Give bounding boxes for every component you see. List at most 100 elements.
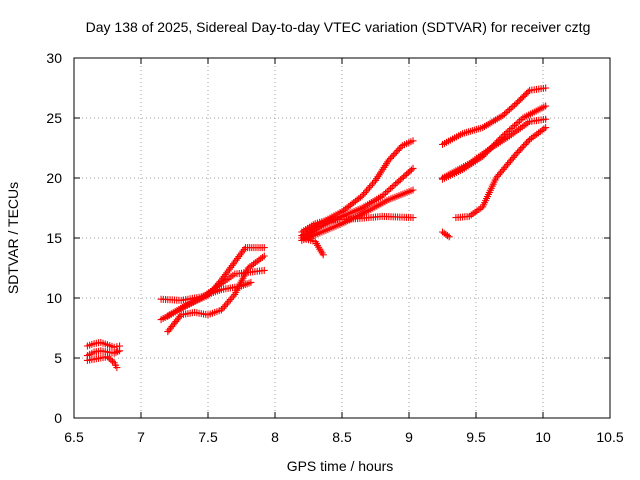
data-marker — [515, 97, 523, 105]
data-marker — [511, 152, 519, 160]
y-tick-label: 25 — [46, 110, 62, 126]
data-marker — [216, 278, 224, 286]
y-tick-label: 15 — [46, 230, 62, 246]
data-marker — [211, 283, 219, 291]
data-marker — [219, 304, 227, 312]
data-marker — [247, 278, 255, 286]
data-marker — [214, 279, 222, 287]
data-marker — [208, 286, 216, 294]
data-marker — [360, 190, 368, 198]
series-c6 — [164, 244, 268, 320]
data-marker — [497, 134, 505, 142]
data-marker — [369, 180, 377, 188]
series-c11 — [298, 212, 417, 236]
data-marker — [105, 354, 113, 362]
data-marker — [479, 152, 487, 160]
data-marker — [520, 92, 528, 100]
data-marker — [389, 151, 397, 159]
series-c1 — [83, 338, 124, 351]
data-marker — [391, 150, 399, 158]
series-c13 — [439, 84, 550, 148]
data-marker — [504, 128, 512, 135]
data-marker — [392, 148, 400, 156]
data-marker — [542, 102, 550, 110]
data-marker — [112, 348, 120, 356]
data-marker — [512, 100, 520, 108]
data-marker — [542, 115, 550, 123]
x-tick-label: 6.5 — [64, 429, 84, 445]
data-marker — [319, 251, 327, 259]
data-marker — [356, 193, 364, 201]
data-marker — [480, 151, 488, 159]
data-marker — [502, 109, 510, 117]
data-marker — [363, 187, 371, 195]
data-marker — [260, 252, 268, 260]
data-marker — [210, 285, 218, 293]
x-tick-label: 9.5 — [466, 429, 486, 445]
data-marker — [506, 106, 513, 114]
data-marker — [388, 183, 396, 191]
data-marker — [367, 182, 375, 190]
data-marker — [521, 140, 529, 148]
data-marker — [378, 192, 386, 200]
data-marker — [488, 143, 496, 151]
data-marker — [524, 137, 532, 145]
data-marker — [409, 214, 417, 222]
data-marker — [366, 183, 374, 191]
data-marker — [520, 142, 528, 150]
data-marker — [482, 149, 490, 157]
data-marker — [521, 91, 529, 99]
chart-title: Day 138 of 2025, Sidereal Day-to-day VTE… — [86, 19, 591, 35]
series-c10 — [298, 186, 417, 244]
x-tick-label: 10 — [535, 429, 551, 445]
data-marker — [409, 186, 417, 194]
data-marker — [217, 306, 225, 314]
grid-lines — [74, 58, 610, 418]
data-marker — [507, 104, 515, 112]
data-marker — [512, 150, 520, 158]
data-marker — [499, 132, 507, 140]
data-marker — [542, 84, 550, 92]
data-markers — [83, 84, 550, 372]
data-marker — [223, 299, 231, 307]
data-marker — [386, 154, 394, 162]
data-marker — [222, 301, 230, 309]
data-marker — [491, 140, 499, 148]
series-c16 — [439, 228, 453, 241]
data-marker — [370, 178, 378, 186]
data-marker — [506, 126, 513, 134]
data-marker — [213, 281, 221, 289]
data-marker — [494, 137, 502, 145]
data-marker — [500, 110, 508, 118]
data-marker — [524, 88, 532, 96]
data-marker — [104, 353, 111, 361]
data-marker — [499, 112, 507, 120]
x-tick-label: 9 — [405, 429, 413, 445]
data-marker — [383, 188, 391, 195]
data-marker — [176, 312, 184, 320]
data-marker — [486, 145, 494, 153]
data-marker — [380, 191, 388, 198]
data-marker — [385, 156, 393, 164]
data-marker — [260, 266, 268, 274]
data-marker — [514, 148, 522, 156]
data-marker — [514, 98, 522, 106]
x-axis-label: GPS time / hours — [287, 458, 394, 474]
data-marker — [229, 292, 237, 300]
data-marker — [113, 364, 121, 372]
x-tick-label: 8.5 — [332, 429, 352, 445]
data-marker — [485, 146, 493, 154]
data-marker — [390, 182, 398, 189]
data-marker — [397, 143, 405, 151]
x-tick-label: 10.5 — [596, 429, 623, 445]
data-marker — [504, 107, 512, 115]
series-c2 — [83, 347, 124, 360]
series-c3 — [83, 353, 121, 372]
data-marker — [490, 141, 498, 149]
data-marker — [509, 103, 517, 111]
data-marker — [407, 166, 415, 174]
x-tick-label: 7 — [137, 429, 145, 445]
data-marker — [514, 119, 522, 126]
data-marker — [509, 123, 517, 131]
data-marker — [493, 138, 501, 146]
